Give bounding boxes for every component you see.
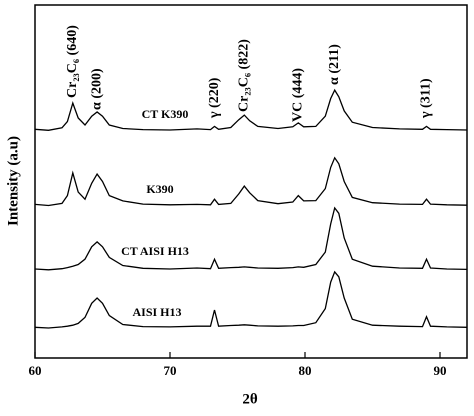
peak-annotation: γ (220) (207, 77, 222, 119)
peak-annotation: Cr₂₃C₆ (822) (236, 39, 251, 112)
x-tick-label: 80 (299, 363, 312, 378)
peak-annotation: Cr₂₃C₆ (640) (65, 25, 80, 98)
x-axis-label: 2θ (242, 391, 258, 407)
peak-annotation: γ (311) (419, 78, 434, 119)
x-tick-label: 70 (164, 363, 177, 378)
xrd-pattern (34, 88, 468, 131)
xrd-pattern (34, 156, 468, 207)
peak-annotation: α (200) (89, 68, 104, 110)
peak-annotation: α (211) (327, 44, 342, 85)
series-label: AISI H13 (132, 305, 181, 319)
plot-frame (34, 4, 468, 359)
series-label: CT K390 (142, 107, 189, 121)
x-tick-label: 60 (29, 363, 42, 378)
series-label: CT AISI H13 (121, 244, 189, 258)
peak-annotation: VC (444) (290, 68, 305, 122)
y-axis-label: Intensity (a.u) (5, 136, 21, 226)
xrd-pattern (34, 206, 468, 271)
xrd-pattern (34, 270, 468, 329)
x-tick-label: 90 (434, 363, 447, 378)
series-label: K390 (146, 182, 173, 196)
